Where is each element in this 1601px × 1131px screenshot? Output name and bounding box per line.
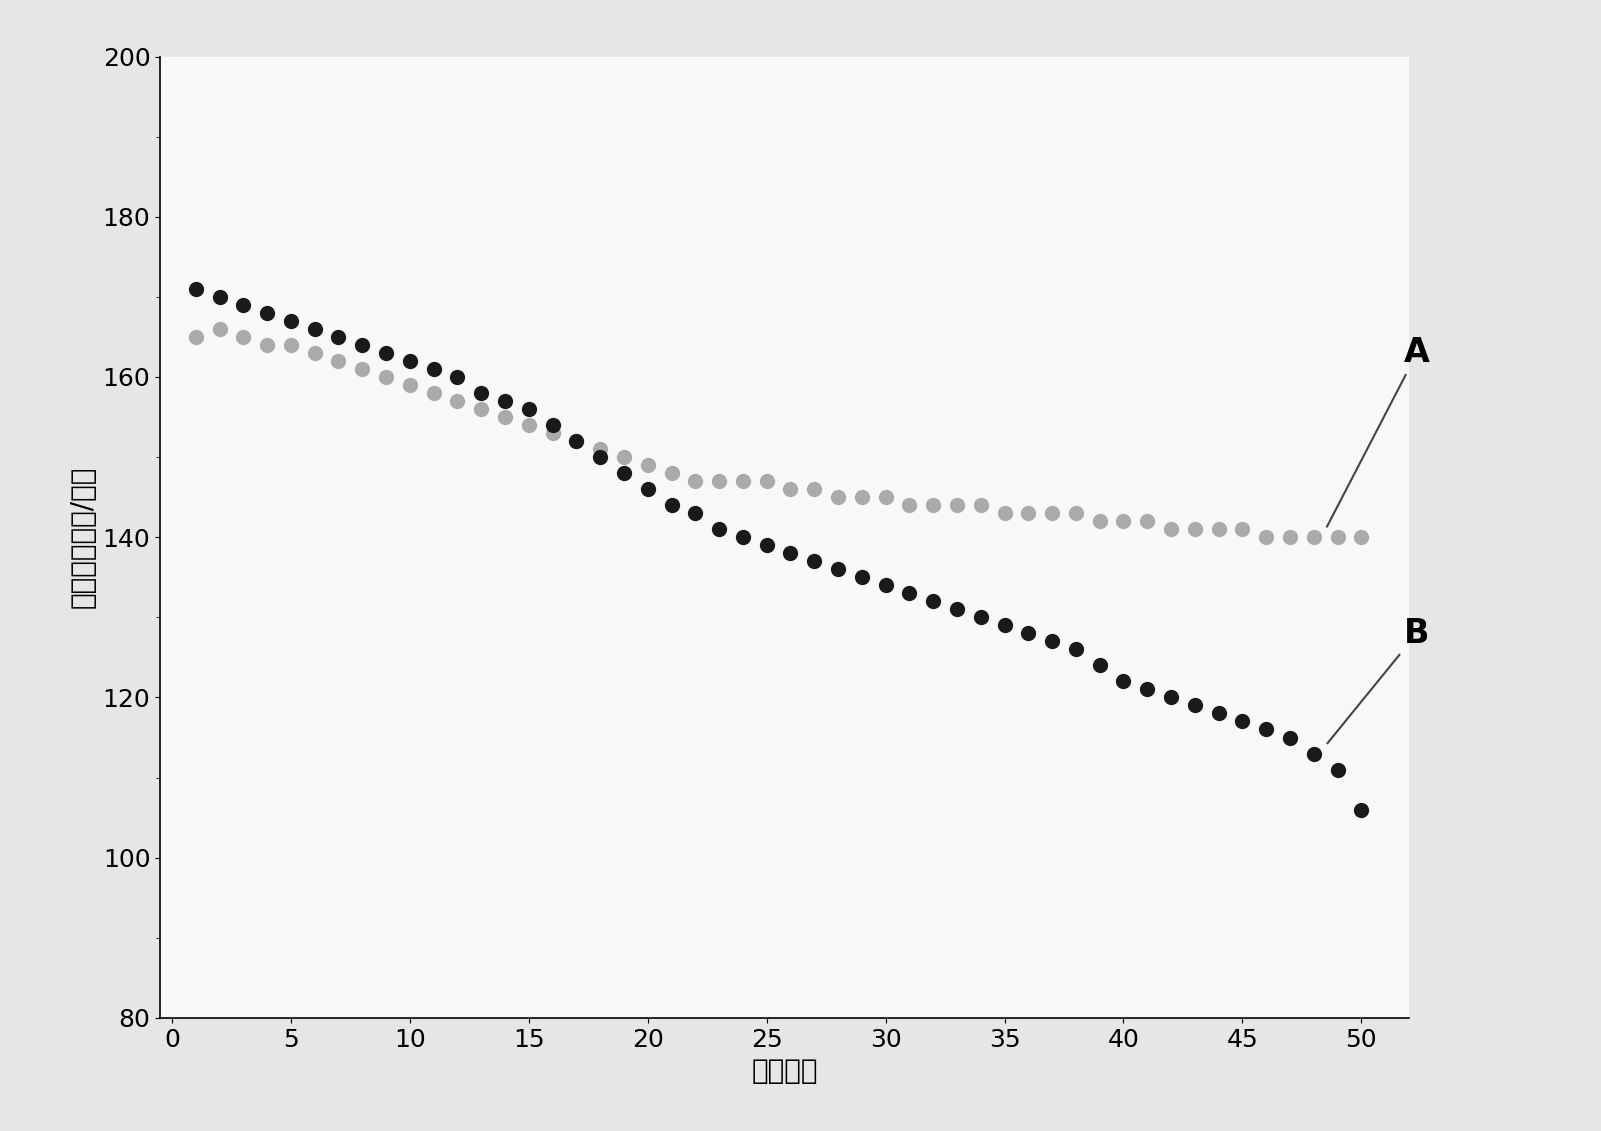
Text: A: A	[1327, 336, 1430, 527]
X-axis label: 循环次数: 循环次数	[751, 1057, 818, 1085]
Text: B: B	[1327, 616, 1430, 743]
Y-axis label: 容量（毫安时/克）: 容量（毫安时/克）	[69, 466, 98, 608]
